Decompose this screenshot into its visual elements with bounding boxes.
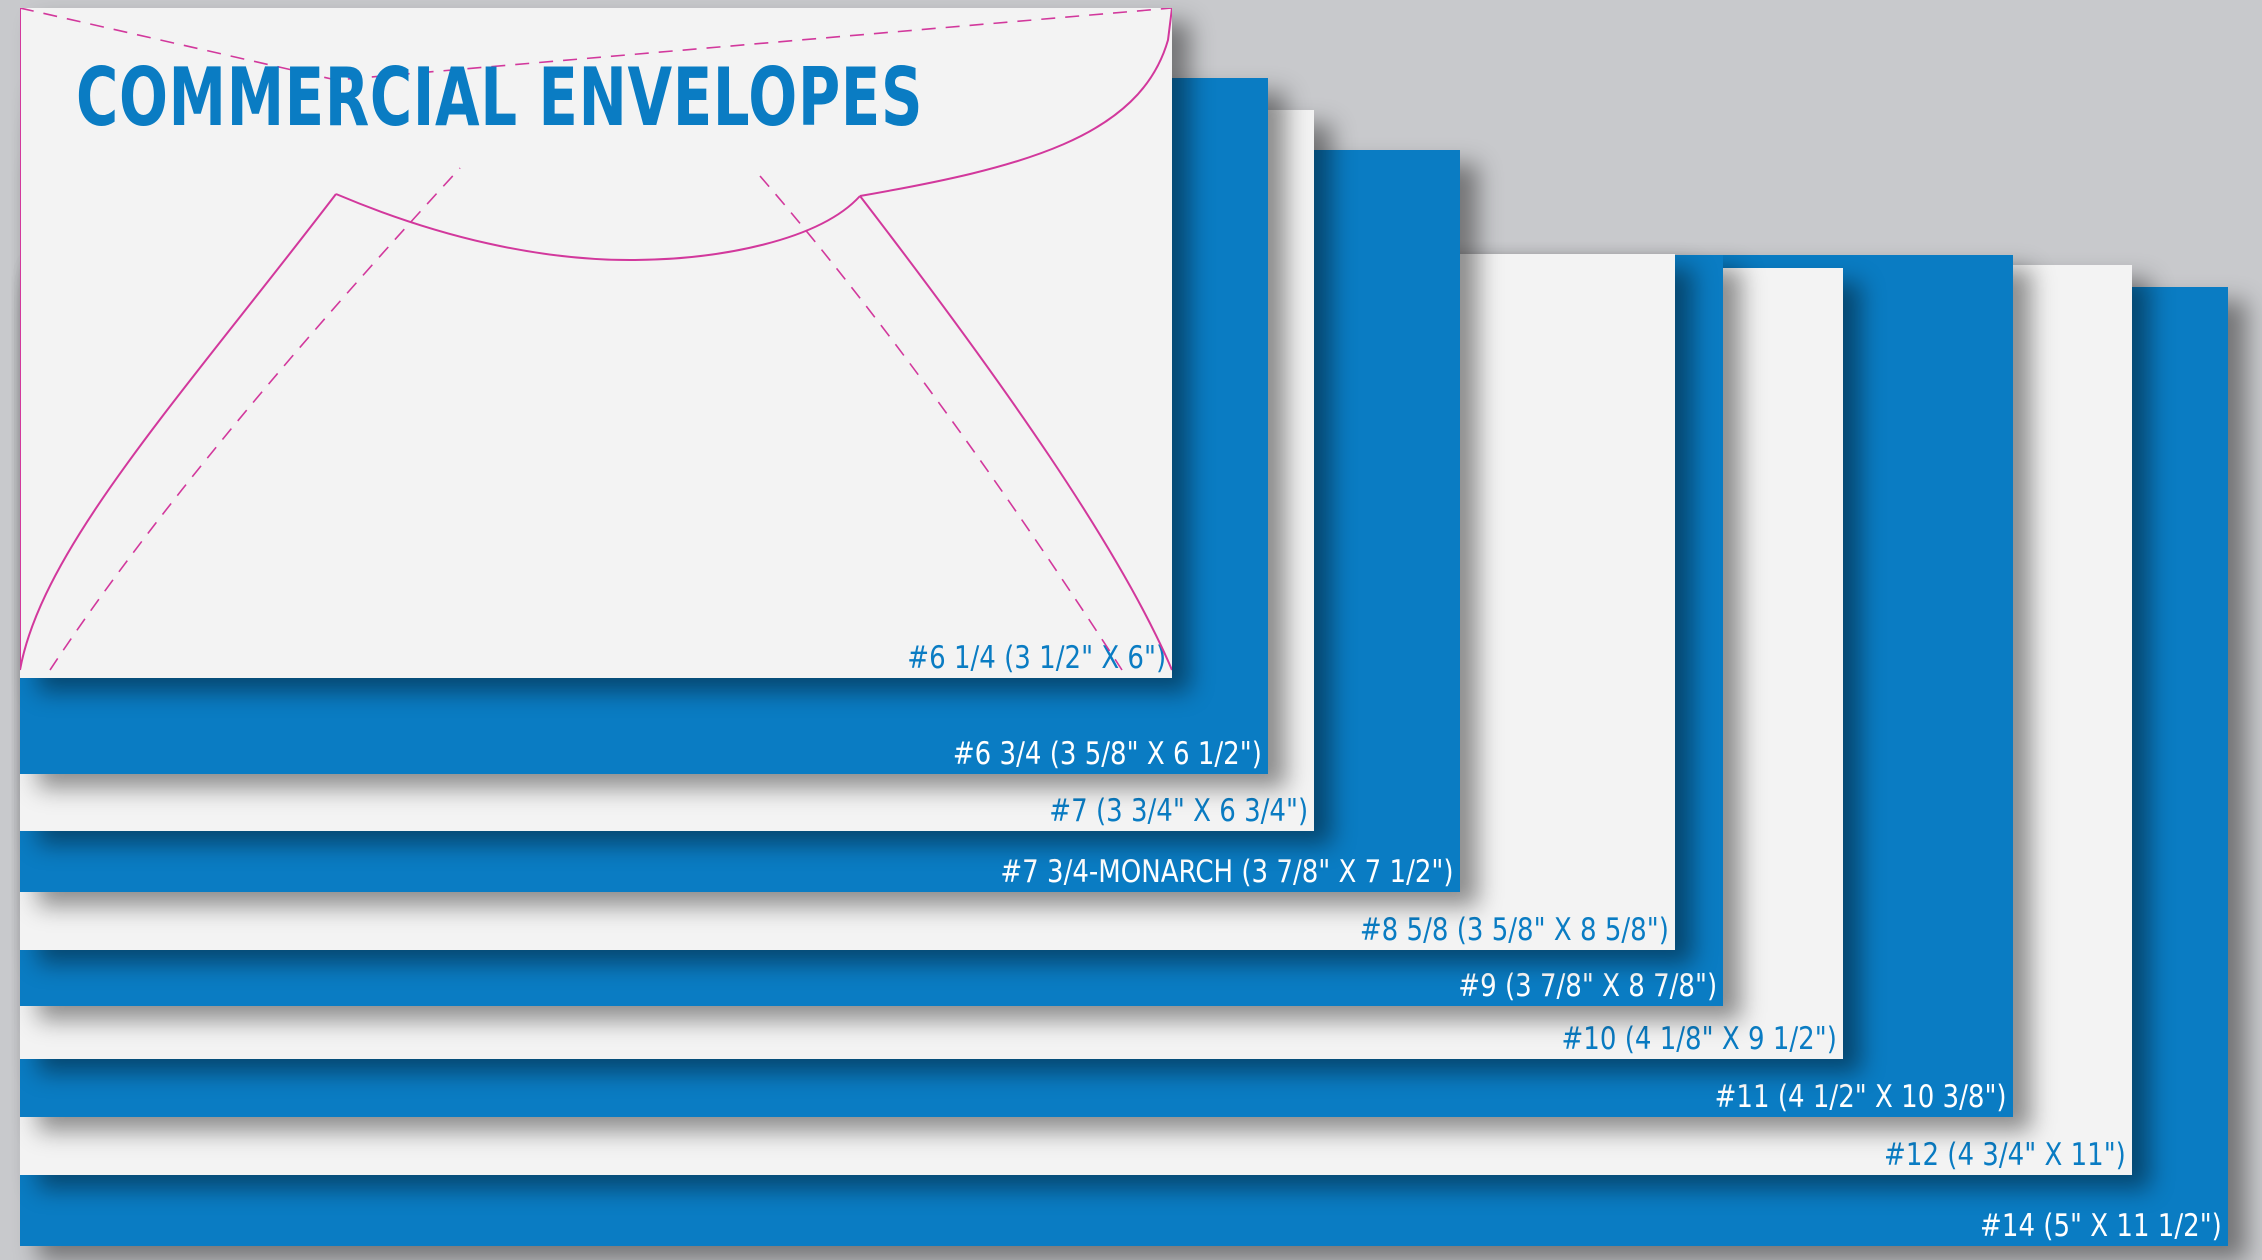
envelope-1: #6 1/4 (3 1/2" X 6") (20, 8, 1172, 678)
flap-fold-line (335, 193, 861, 262)
envelope-size-label: #6 3/4 (3 5/8" X 6 1/2") (952, 736, 1262, 772)
flap-fold-line (20, 193, 337, 671)
flap-dashed-line (759, 175, 1123, 671)
envelope-size-label: #9 (3 7/8" X 8 7/8") (1458, 968, 1717, 1004)
envelope-size-label: #11 (4 1/2" X 10 3/8") (1715, 1079, 2007, 1115)
envelope-size-label: #10 (4 1/8" X 9 1/2") (1561, 1021, 1837, 1057)
envelope-size-label: #14 (5" X 11 1/2") (1980, 1208, 2222, 1244)
envelope-flap-outline (20, 8, 1172, 671)
flap-fold-line (859, 195, 1172, 671)
envelope-size-label: #7 (3 3/4" X 6 3/4") (1049, 793, 1308, 829)
flap-fold-line (859, 8, 1172, 197)
envelope-size-label: #8 5/8 (3 5/8" X 8 5/8") (1359, 912, 1669, 948)
envelope-size-label: #7 3/4-MONARCH (3 7/8" X 7 1/2") (1000, 854, 1454, 890)
envelope-size-label: #12 (4 3/4" X 11") (1884, 1137, 2126, 1173)
envelope-size-label: #6 1/4 (3 1/2" X 6") (907, 640, 1166, 676)
diagram-title: COMMERCIAL ENVELOPES (76, 51, 924, 144)
flap-dashed-line (49, 167, 461, 671)
flap-dashed-line (20, 8, 1172, 81)
